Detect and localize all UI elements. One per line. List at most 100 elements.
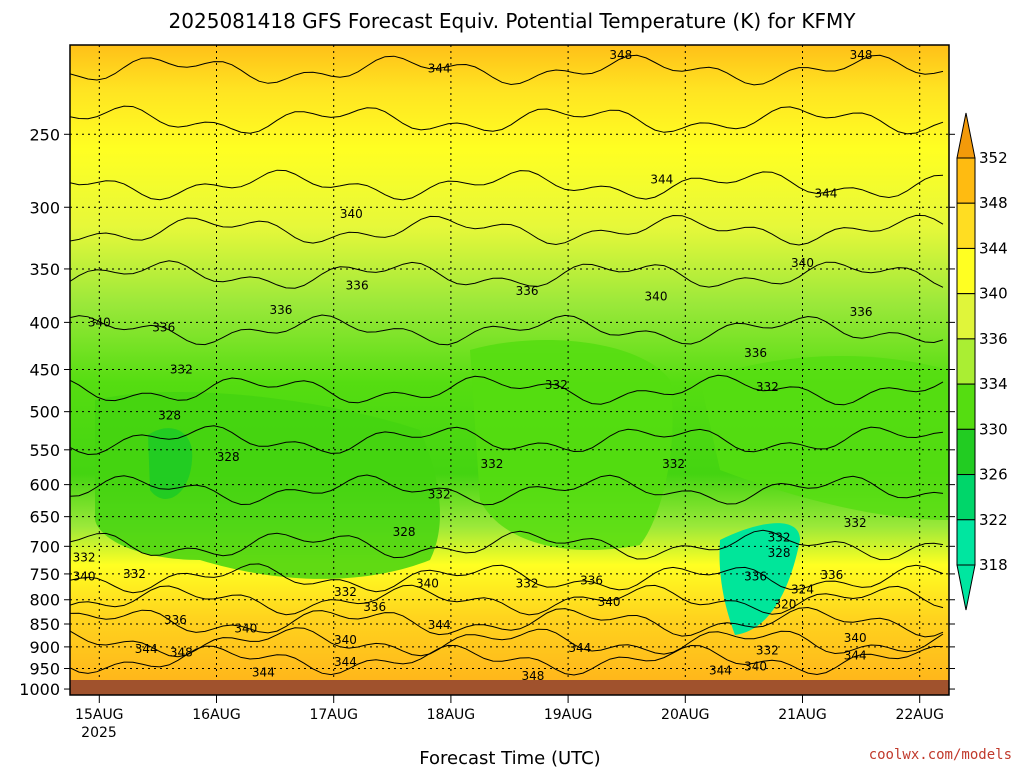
contour-line — [70, 425, 944, 456]
plot-area: 344 348 348 344 344 340 340 340 336 336 336 336 340 3… — [70, 45, 949, 695]
colorbar-label: 336 — [979, 330, 1008, 348]
contour-label: 340 — [645, 290, 668, 304]
contour-label: 332 — [768, 531, 791, 545]
chart-title: 2025081418 GFS Forecast Equiv. Potential… — [169, 9, 857, 33]
y-tick-label: 850 — [29, 615, 60, 634]
contour-label: 336 — [363, 600, 386, 614]
low-theta-e-region — [470, 340, 673, 550]
contour-label: 340 — [234, 622, 257, 636]
y-tick-label: 350 — [29, 260, 60, 279]
y-tick-label: 650 — [29, 508, 60, 527]
contour-label: 332 — [516, 576, 539, 590]
contour-label: 340 — [73, 570, 96, 584]
contour-label: 336 — [744, 570, 767, 584]
colorbar-box — [956, 519, 976, 566]
contour-label: 332 — [480, 457, 503, 471]
contour-label: 344 — [709, 664, 732, 678]
contour-label: 340 — [340, 207, 363, 221]
contour-line — [70, 627, 944, 658]
contour-label: 340 — [791, 256, 814, 270]
contour-line — [70, 260, 944, 289]
colorbar-label: 322 — [979, 511, 1008, 529]
contour-label: 344 — [814, 187, 837, 201]
x-axis-label: Forecast Time (UTC) — [419, 748, 600, 768]
contour-label: 336 — [152, 320, 175, 334]
contour-label: 344 — [135, 642, 158, 656]
colorbar-bottom-arrow — [956, 564, 976, 611]
colorbar-box — [956, 157, 976, 204]
colorbar-box — [956, 202, 976, 249]
contour-line — [70, 584, 944, 616]
contour-label: 336 — [346, 279, 369, 293]
contour-labels: 344 348 348 344 344 340 340 340 336 336 336 336 340 3… — [73, 48, 873, 683]
contour-label: 332 — [334, 585, 357, 599]
contour-label: 340 — [334, 633, 357, 647]
contour-label: 332 — [73, 551, 96, 565]
colorbar-label: 326 — [979, 466, 1008, 484]
contour-label: 348 — [850, 48, 873, 62]
contour-line — [70, 374, 944, 406]
colorbar-label: 348 — [979, 194, 1008, 212]
contour-label: 348 — [521, 669, 544, 683]
contour-line — [70, 314, 944, 346]
y-tick-label: 700 — [29, 537, 60, 556]
contour-label: 340 — [744, 659, 767, 673]
contour-label: 344 — [428, 61, 451, 75]
contour-label: 344 — [844, 649, 867, 663]
y-tick-label: 900 — [29, 638, 60, 657]
y-tick-label: 400 — [29, 313, 60, 332]
gridlines — [70, 45, 949, 695]
minimum-theta-e-core — [719, 523, 800, 635]
colorbar-box — [956, 247, 976, 295]
x-year-label: 2025 — [81, 725, 117, 741]
colorbar-label: 344 — [979, 239, 1008, 257]
x-tick-label: 20AUG — [661, 707, 710, 723]
contour-label: 340 — [416, 576, 439, 590]
contour-line — [70, 169, 944, 201]
contour-label: 336 — [270, 303, 293, 317]
x-tick-label: 19AUG — [544, 707, 593, 723]
x-tick-label: 15AUG — [75, 707, 124, 723]
surface-band — [70, 680, 949, 695]
contour-label: 340 — [844, 631, 867, 645]
contour-label: 332 — [844, 516, 867, 530]
contour-label: 336 — [744, 346, 767, 360]
y-tick-label: 300 — [29, 198, 60, 217]
colorbar-label: 330 — [979, 420, 1008, 438]
colorbar-top-arrow — [956, 112, 976, 159]
colorbar-box — [956, 293, 976, 340]
contour-label: 348 — [609, 48, 632, 62]
contour-label: 332 — [428, 488, 451, 502]
contour-label: 332 — [170, 363, 193, 377]
contour-label: 324 — [791, 583, 814, 597]
contour-label: 344 — [428, 618, 451, 632]
contour-label: 336 — [516, 284, 539, 298]
contour-label: 340 — [598, 595, 621, 609]
contour-label: 336 — [820, 568, 843, 582]
colorbar-label: 352 — [979, 149, 1008, 167]
y-tick-label: 250 — [29, 125, 60, 144]
x-tick-label: 22AUG — [895, 707, 944, 723]
contour-label: 336 — [850, 305, 873, 319]
y-axis: 250 300 350 400 450 500 550 600 650 700 750 800 850 9… — [19, 125, 955, 699]
contour-label: 332 — [545, 378, 568, 392]
colorbar-label: 318 — [979, 556, 1008, 574]
colorbar-box — [956, 474, 976, 521]
y-tick-label: 550 — [29, 441, 60, 460]
colorbar-box — [956, 383, 976, 430]
contour-label: 344 — [650, 173, 673, 187]
low-theta-e-region — [700, 356, 948, 520]
contour-label: 320 — [773, 598, 796, 612]
colorbar-box — [956, 338, 976, 385]
y-tick-label: 1000 — [19, 680, 60, 699]
contour-label: 328 — [217, 450, 240, 464]
contour-line — [70, 606, 944, 638]
contour-line — [70, 474, 944, 506]
colorbar: 352 348 344 340 336 334 330 326 322 318 — [956, 112, 1008, 611]
contour-label: 336 — [580, 573, 603, 587]
x-tick-label: 17AUG — [309, 707, 358, 723]
contour-label: 328 — [158, 409, 181, 423]
minimum-theta-e-core — [148, 428, 193, 499]
colorbar-label: 340 — [979, 285, 1008, 303]
